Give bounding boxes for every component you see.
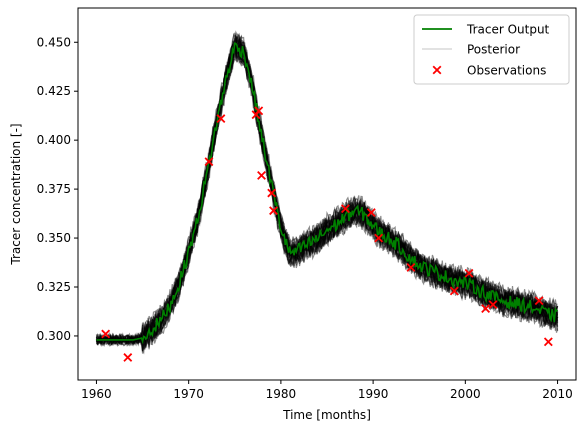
- observation-point: [449, 286, 459, 296]
- observation-point: [481, 304, 491, 313]
- legend-observation-x: [432, 65, 442, 75]
- plot-frame: [77, 7, 577, 381]
- tracer-output-line: [96, 42, 559, 345]
- observation-point: [204, 157, 214, 167]
- observations-layer: [101, 106, 553, 362]
- tracer-output-layer: [96, 42, 559, 345]
- posterior-realisation: [95, 37, 559, 343]
- observation-point: [543, 337, 553, 347]
- legend-posterior-label: Posterior: [467, 43, 520, 57]
- observation-point: [101, 329, 111, 339]
- posterior-realisation: [95, 44, 559, 351]
- posterior-realisation: [95, 32, 558, 341]
- y-tick-label: 0.425: [37, 84, 71, 98]
- x-axis-label: Time [months]: [282, 408, 371, 422]
- legend-tracer-output-label: Tracer Output: [466, 23, 550, 37]
- observation-point: [406, 262, 416, 272]
- y-tick-label: 0.400: [37, 133, 71, 147]
- legend-box: [413, 14, 570, 85]
- x-axis-ticks: 1960 1970 1980 1990 2000 2010: [81, 380, 573, 401]
- observation-point: [341, 204, 350, 214]
- observation-point: [269, 206, 278, 216]
- legend-observations-label: Observations: [467, 64, 546, 78]
- posterior-realisation: [95, 40, 559, 345]
- observation-point: [488, 300, 498, 310]
- posterior-realisation: [96, 48, 559, 354]
- observation-point: [534, 296, 544, 306]
- x-tick-label: 2010: [542, 387, 573, 401]
- x-tick-label: 2000: [450, 387, 481, 401]
- observation-point: [123, 353, 133, 362]
- legend: Tracer Output Posterior Observations: [413, 14, 570, 85]
- y-tick-label: 0.450: [37, 35, 71, 49]
- posterior-realisation: [96, 50, 559, 355]
- legend-observations-marker: [432, 65, 442, 75]
- observation-point: [374, 233, 384, 243]
- y-tick-label: 0.350: [37, 231, 71, 245]
- x-tick-label: 1960: [81, 387, 112, 401]
- posterior-realisation: [95, 47, 559, 350]
- posterior-realisation: [95, 35, 559, 344]
- y-tick-label: 0.375: [37, 182, 71, 196]
- y-tick-label: 0.300: [37, 329, 71, 343]
- observation-point: [257, 170, 266, 180]
- observation-point: [464, 268, 474, 278]
- posterior-realisation: [95, 49, 559, 352]
- observation-point: [366, 208, 376, 218]
- y-tick-label: 0.325: [37, 280, 71, 294]
- observation-point: [254, 106, 264, 116]
- y-axis-ticks: 0.300 0.325 0.350 0.375 0.400 0.425 0.450: [37, 35, 78, 343]
- observation-point: [267, 188, 277, 198]
- x-tick-label: 1970: [173, 387, 204, 401]
- x-tick-label: 1980: [266, 387, 297, 401]
- posterior-realisation: [95, 38, 559, 343]
- posterior-realisation: [95, 39, 559, 343]
- x-tick-label: 1990: [358, 387, 389, 401]
- observation-point: [216, 114, 226, 124]
- y-axis-label: Tracer concentration [-]: [9, 123, 23, 265]
- posterior-realisation: [95, 32, 558, 342]
